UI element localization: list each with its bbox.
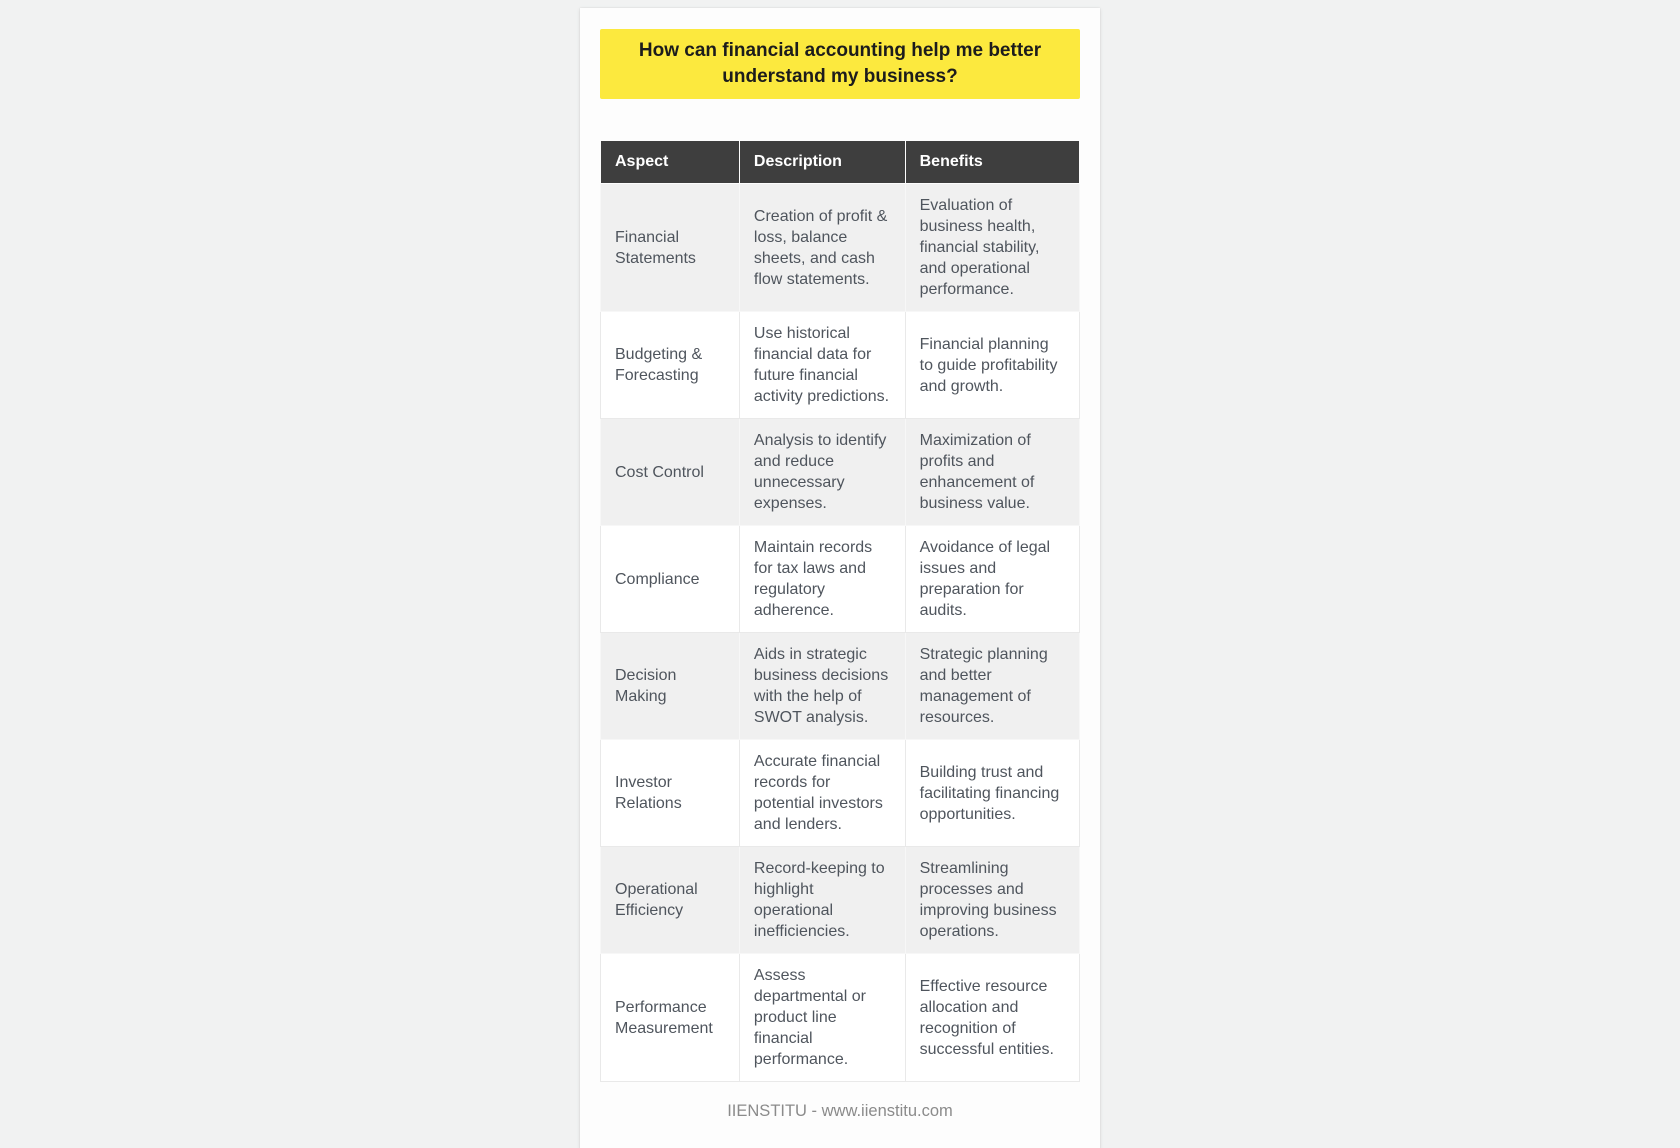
cell-description: Accurate financial records for potential… bbox=[738, 739, 906, 848]
table-row: Compliance Maintain records for tax laws… bbox=[600, 525, 1081, 634]
page-title: How can financial accounting help me bet… bbox=[600, 29, 1080, 100]
cell-aspect: Financial Statements bbox=[600, 183, 740, 313]
column-header-description: Description bbox=[738, 140, 906, 185]
column-header-benefits: Benefits bbox=[904, 140, 1081, 185]
cell-benefits: Strategic planning and better management… bbox=[904, 632, 1081, 741]
financial-accounting-table: Aspect Description Benefits Financial St… bbox=[600, 140, 1081, 1083]
table-row: Financial Statements Creation of profit … bbox=[600, 183, 1081, 313]
cell-benefits: Building trust and facilitating financin… bbox=[904, 739, 1081, 848]
cell-benefits: Effective resource allocation and recogn… bbox=[904, 953, 1081, 1083]
cell-aspect: Investor Relations bbox=[600, 739, 740, 848]
content-card: How can financial accounting help me bet… bbox=[580, 8, 1100, 1148]
cell-benefits: Financial planning to guide profitabilit… bbox=[904, 311, 1081, 420]
cell-description: Creation of profit & loss, balance sheet… bbox=[738, 183, 906, 313]
table-row: Decision Making Aids in strategic busine… bbox=[600, 632, 1081, 741]
cell-aspect: Operational Efficiency bbox=[600, 846, 740, 955]
cell-benefits: Avoidance of legal issues and preparatio… bbox=[904, 525, 1081, 634]
cell-benefits: Maximization of profits and enhancement … bbox=[904, 418, 1081, 527]
cell-aspect: Decision Making bbox=[600, 632, 740, 741]
cell-description: Use historical financial data for future… bbox=[738, 311, 906, 420]
cell-description: Maintain records for tax laws and regula… bbox=[738, 525, 906, 634]
cell-description: Analysis to identify and reduce unnecess… bbox=[738, 418, 906, 527]
table-row: Investor Relations Accurate financial re… bbox=[600, 739, 1081, 848]
cell-aspect: Budgeting & Forecasting bbox=[600, 311, 740, 420]
footer-attribution: IIENSTITU - www.iienstitu.com bbox=[727, 1102, 953, 1121]
table-row: Cost Control Analysis to identify and re… bbox=[600, 418, 1081, 527]
table-row: Budgeting & Forecasting Use historical f… bbox=[600, 311, 1081, 420]
table-row: Performance Measurement Assess departmen… bbox=[600, 953, 1081, 1083]
cell-benefits: Evaluation of business health, financial… bbox=[904, 183, 1081, 313]
cell-description: Aids in strategic business decisions wit… bbox=[738, 632, 906, 741]
column-header-aspect: Aspect bbox=[600, 140, 740, 185]
table-row: Operational Efficiency Record-keeping to… bbox=[600, 846, 1081, 955]
cell-aspect: Compliance bbox=[600, 525, 740, 634]
cell-aspect: Cost Control bbox=[600, 418, 740, 527]
cell-description: Record-keeping to highlight operational … bbox=[738, 846, 906, 955]
cell-description: Assess departmental or product line fina… bbox=[738, 953, 906, 1083]
table-header-row: Aspect Description Benefits bbox=[600, 140, 1081, 185]
cell-benefits: Streamlining processes and improving bus… bbox=[904, 846, 1081, 955]
cell-aspect: Performance Measurement bbox=[600, 953, 740, 1083]
